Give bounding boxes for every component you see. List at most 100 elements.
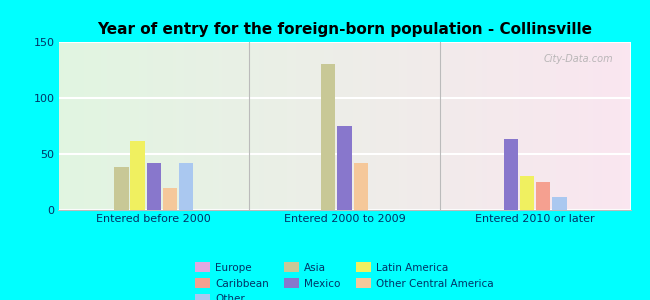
Bar (124, 42, 127, 210)
Bar (170, 42, 173, 210)
Bar (356, 42, 359, 210)
Bar (542, 42, 545, 210)
Bar (333, 42, 336, 210)
Bar (270, 42, 273, 210)
Bar (281, 42, 285, 210)
Bar (413, 42, 416, 210)
Bar (302, 42, 304, 210)
Bar (150, 42, 153, 210)
Bar (353, 42, 356, 210)
Bar (116, 42, 118, 210)
Bar (181, 42, 185, 210)
Bar (571, 42, 573, 210)
Bar (462, 42, 465, 210)
Bar (339, 42, 342, 210)
Bar (107, 42, 110, 210)
Bar (625, 42, 628, 210)
Bar (367, 42, 370, 210)
Bar (370, 42, 373, 210)
Bar (213, 42, 216, 210)
Bar (113, 42, 116, 210)
Bar (393, 42, 396, 210)
Bar (136, 42, 138, 210)
Bar (227, 42, 230, 210)
Bar (318, 42, 322, 210)
Bar (279, 42, 281, 210)
Bar (510, 42, 514, 210)
Bar (579, 42, 582, 210)
Bar (159, 42, 161, 210)
Bar (179, 42, 181, 210)
Bar (442, 42, 445, 210)
Bar (167, 42, 170, 210)
Bar (161, 42, 164, 210)
Bar (536, 42, 539, 210)
Bar (488, 42, 490, 210)
Bar (179, 163, 194, 210)
Bar (93, 42, 96, 210)
Bar (608, 42, 610, 210)
Bar (176, 42, 179, 210)
Bar (359, 42, 361, 210)
Bar (408, 42, 410, 210)
Bar (619, 42, 622, 210)
Bar (465, 42, 467, 210)
Bar (585, 42, 588, 210)
Title: Year of entry for the foreign-born population - Collinsville: Year of entry for the foreign-born popul… (97, 22, 592, 37)
Bar (267, 42, 270, 210)
Bar (110, 42, 113, 210)
Bar (599, 42, 602, 210)
Bar (447, 42, 450, 210)
Bar (590, 42, 593, 210)
Bar (153, 42, 156, 210)
Bar (259, 42, 261, 210)
Bar (118, 42, 122, 210)
Bar (310, 42, 313, 210)
Bar (156, 42, 159, 210)
Bar (230, 42, 233, 210)
Bar (337, 126, 352, 210)
Bar (516, 42, 519, 210)
Bar (58, 42, 61, 210)
Bar (576, 42, 579, 210)
Bar (365, 42, 367, 210)
Bar (164, 42, 167, 210)
Bar (142, 42, 144, 210)
Bar (233, 42, 236, 210)
Bar (321, 64, 335, 210)
Bar (520, 176, 534, 210)
Bar (307, 42, 310, 210)
Bar (499, 42, 502, 210)
Bar (519, 42, 522, 210)
Bar (114, 167, 129, 210)
Bar (216, 42, 218, 210)
Bar (387, 42, 390, 210)
Bar (347, 42, 350, 210)
Bar (247, 42, 250, 210)
Bar (430, 42, 433, 210)
Bar (373, 42, 376, 210)
Bar (622, 42, 625, 210)
Bar (101, 42, 104, 210)
Bar (419, 42, 422, 210)
Bar (122, 42, 124, 210)
Bar (471, 42, 473, 210)
Legend: Europe, Caribbean, Other, Asia, Mexico, Latin America, Other Central America: Europe, Caribbean, Other, Asia, Mexico, … (195, 262, 494, 300)
Bar (199, 42, 202, 210)
Bar (67, 42, 70, 210)
Bar (244, 42, 247, 210)
Bar (436, 42, 439, 210)
Bar (551, 42, 553, 210)
Text: City-Data.com: City-Data.com (543, 54, 614, 64)
Bar (473, 42, 476, 210)
Bar (273, 42, 276, 210)
Bar (81, 42, 84, 210)
Bar (163, 188, 177, 210)
Bar (75, 42, 79, 210)
Bar (361, 42, 365, 210)
Bar (207, 42, 210, 210)
Bar (404, 42, 408, 210)
Bar (565, 42, 567, 210)
Bar (588, 42, 590, 210)
Bar (96, 42, 99, 210)
